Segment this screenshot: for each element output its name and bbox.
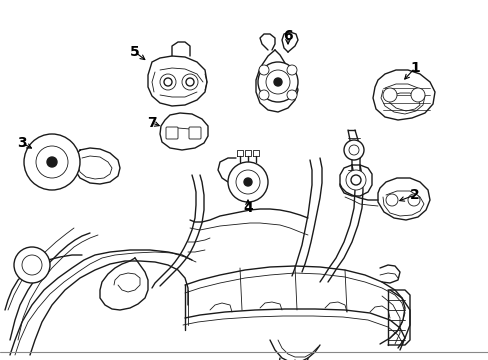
Text: 4: 4 (243, 201, 252, 215)
Circle shape (286, 90, 296, 100)
Circle shape (343, 140, 363, 160)
Circle shape (273, 78, 282, 86)
Text: 2: 2 (409, 188, 419, 202)
Circle shape (385, 194, 397, 206)
Circle shape (265, 70, 289, 94)
FancyBboxPatch shape (189, 127, 201, 139)
Circle shape (160, 74, 176, 90)
Circle shape (259, 90, 268, 100)
Circle shape (182, 74, 198, 90)
Text: 1: 1 (409, 61, 419, 75)
Polygon shape (148, 56, 206, 106)
Circle shape (24, 134, 80, 190)
Circle shape (22, 255, 42, 275)
Text: 5: 5 (130, 45, 140, 59)
Circle shape (244, 178, 251, 186)
Text: 3: 3 (17, 136, 27, 150)
Circle shape (14, 247, 50, 283)
Circle shape (227, 162, 267, 202)
Circle shape (36, 146, 68, 178)
Circle shape (407, 194, 419, 206)
FancyBboxPatch shape (165, 127, 178, 139)
Circle shape (47, 157, 57, 167)
Text: 7: 7 (147, 116, 157, 130)
Circle shape (236, 170, 260, 194)
Circle shape (259, 65, 268, 75)
Circle shape (258, 62, 297, 102)
Circle shape (346, 170, 365, 190)
Circle shape (350, 175, 360, 185)
Polygon shape (377, 178, 429, 220)
Text: 6: 6 (283, 29, 292, 43)
Circle shape (348, 145, 358, 155)
Circle shape (286, 65, 296, 75)
Polygon shape (160, 113, 207, 150)
Polygon shape (372, 70, 434, 120)
Circle shape (382, 88, 396, 102)
Circle shape (185, 78, 194, 86)
Circle shape (163, 78, 172, 86)
Circle shape (410, 88, 424, 102)
